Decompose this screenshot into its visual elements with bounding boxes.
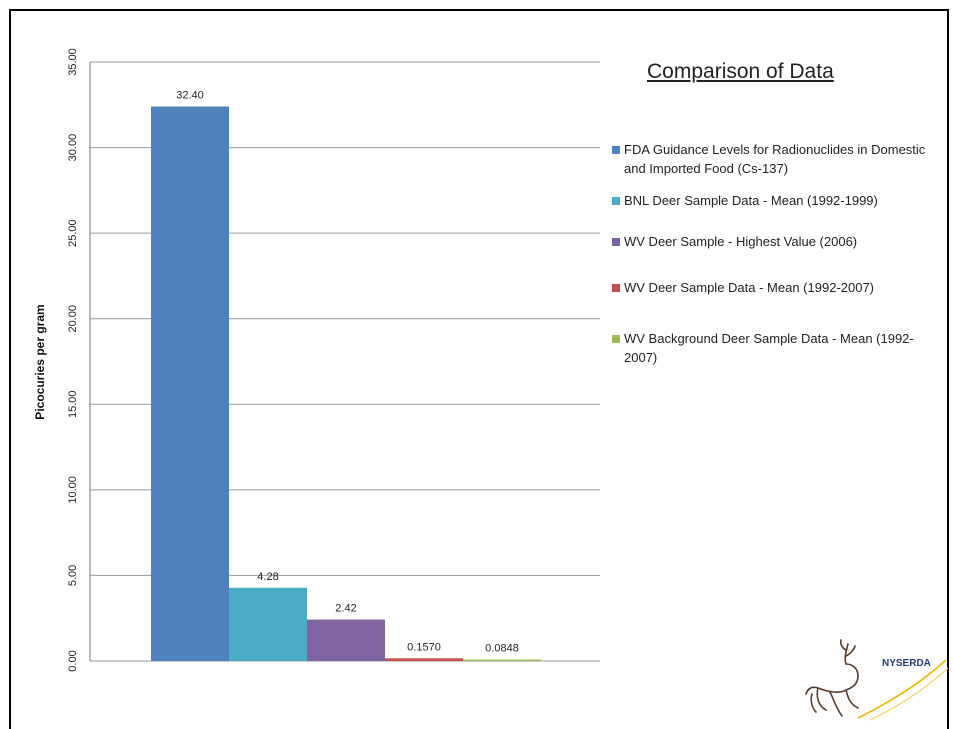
legend-item: WV Deer Sample Data - Mean (1992-2007): [612, 278, 942, 297]
data-label: 0.0848: [485, 643, 519, 655]
bar: [307, 619, 385, 661]
legend-item: FDA Guidance Levels for Radionuclides in…: [612, 140, 942, 178]
legend-label: WV Deer Sample - Highest Value (2006): [624, 234, 858, 249]
data-label: 2.42: [335, 603, 356, 615]
y-tick-label: 25.00: [67, 219, 79, 247]
legend-label: WV Deer Sample Data - Mean (1992-2007): [624, 280, 875, 295]
deer-icon: [805, 639, 859, 717]
bar: [229, 587, 307, 661]
bar: [463, 659, 541, 661]
y-tick-label: 0.00: [67, 650, 79, 671]
y-tick-label: 20.00: [67, 305, 79, 333]
y-axis-title: Picocuries per gram: [33, 304, 47, 419]
data-label: 4.28: [257, 571, 278, 583]
legend-label: BNL Deer Sample Data - Mean (1992-1999): [624, 193, 878, 208]
logo-swoosh: [857, 659, 947, 719]
legend-swatch: [612, 197, 620, 205]
legend-swatch: [612, 284, 620, 292]
legend-label: FDA Guidance Levels for Radionuclides in…: [624, 142, 926, 176]
y-tick-label: 10.00: [67, 476, 79, 504]
nyserda-logo: NYSERDA: [805, 639, 949, 721]
bar: [151, 106, 229, 662]
y-tick-label: 5.00: [67, 565, 79, 586]
y-tick-label: 35.00: [67, 48, 79, 76]
legend-swatch: [612, 146, 620, 154]
legend-label: WV Background Deer Sample Data - Mean (1…: [624, 331, 914, 365]
data-label: 0.1570: [407, 641, 441, 653]
bar: [385, 658, 463, 661]
y-tick-label: 30.00: [67, 134, 79, 162]
logo-swoosh-2: [869, 667, 949, 721]
y-tick-label: 15.00: [67, 391, 79, 419]
legend-swatch: [612, 238, 620, 246]
legend-item: WV Deer Sample - Highest Value (2006): [612, 232, 942, 251]
chart-title: Comparison of Data: [647, 60, 834, 83]
legend-item: BNL Deer Sample Data - Mean (1992-1999): [612, 191, 942, 210]
data-label: 32.40: [176, 89, 204, 101]
legend-item: WV Background Deer Sample Data - Mean (1…: [612, 329, 942, 367]
legend-swatch: [612, 335, 620, 343]
logo-text: NYSERDA: [882, 658, 931, 669]
